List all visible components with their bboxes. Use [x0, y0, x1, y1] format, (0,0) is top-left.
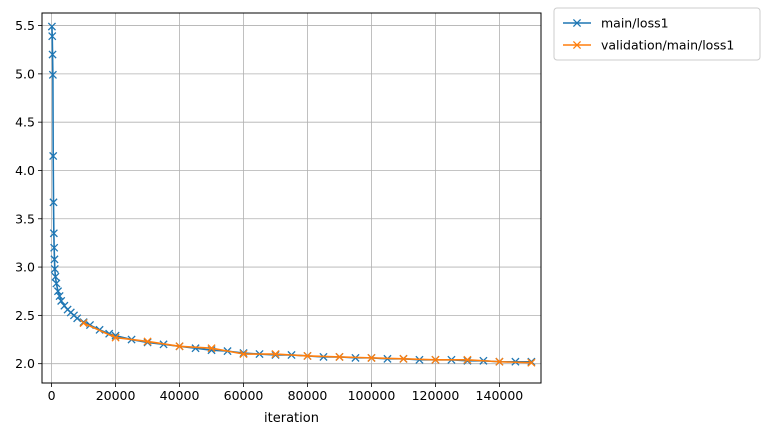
y-tick-label: 5.5	[15, 18, 35, 33]
data-point-marker	[49, 151, 58, 161]
y-tick-label: 3.5	[15, 211, 35, 226]
legend-label: validation/main/loss1	[601, 38, 734, 53]
data-point-marker	[49, 229, 58, 238]
data-point-marker	[191, 344, 200, 353]
data-point-marker	[239, 348, 248, 358]
data-point-marker	[52, 279, 61, 288]
data-point-marker	[239, 349, 248, 359]
y-tick-label: 5.0	[15, 66, 35, 81]
x-tick-label: 100000	[348, 388, 396, 403]
data-point-marker	[527, 358, 536, 367]
data-point-marker	[73, 314, 82, 323]
series-main-loss1	[47, 22, 536, 366]
legend-label: main/loss1	[601, 16, 669, 31]
x-tick-label: 0	[48, 388, 56, 403]
data-point-marker	[399, 354, 408, 363]
data-point-marker	[143, 338, 152, 347]
x-tick-label: 40000	[160, 388, 200, 403]
data-point-marker	[175, 342, 184, 351]
y-tick-label: 4.5	[15, 115, 35, 130]
data-point-marker	[463, 356, 472, 365]
data-point-marker	[48, 70, 57, 79]
y-tick-label: 3.0	[15, 260, 35, 275]
x-tick-label: 80000	[288, 388, 328, 403]
y-tick-label: 4.0	[15, 163, 35, 178]
legend-entry: main/loss1	[563, 16, 669, 31]
data-point-marker	[207, 344, 216, 353]
data-point-marker	[49, 198, 58, 207]
data-point-marker	[271, 349, 280, 359]
x-tick-label: 60000	[224, 388, 264, 403]
legend-marker	[572, 18, 582, 28]
data-point-marker	[50, 264, 59, 274]
grid-lines	[42, 13, 541, 383]
x-axis: 0 20000 40000 60000 80000 100000 120000 140000	[48, 383, 524, 403]
y-axis: 2.0 2.5 3.0 3.5 4.0 4.5 5.0 5.5	[15, 18, 42, 371]
data-point-marker	[495, 357, 504, 366]
x-tick-label: 120000	[412, 388, 460, 403]
data-point-marker	[335, 352, 344, 361]
data-point-marker	[57, 296, 66, 305]
series-layer	[47, 22, 536, 367]
legend: main/loss1 validation/main/loss1	[553, 7, 761, 61]
y-tick-label: 2.0	[15, 356, 35, 371]
data-point-marker	[463, 355, 472, 364]
data-point-marker	[47, 22, 56, 31]
data-point-marker	[55, 291, 64, 301]
data-point-marker	[271, 350, 280, 360]
data-point-marker	[51, 272, 60, 281]
data-point-marker	[50, 243, 59, 252]
series-line	[51, 26, 532, 363]
legend-box	[553, 7, 761, 61]
y-tick-label: 2.5	[15, 308, 35, 323]
data-point-marker	[48, 32, 57, 41]
data-point-marker	[48, 50, 57, 59]
x-tick-label: 140000	[476, 388, 524, 403]
data-point-marker	[111, 333, 120, 342]
x-tick-label: 20000	[96, 388, 136, 403]
data-point-marker	[79, 319, 88, 328]
legend-marker	[572, 40, 582, 50]
data-point-marker	[303, 351, 312, 361]
data-point-marker	[50, 255, 59, 264]
data-point-marker	[367, 353, 376, 362]
series-validation-main-loss1	[79, 319, 536, 367]
data-point-marker	[53, 287, 63, 296]
plot-area-frame	[41, 12, 542, 384]
legend-entry: validation/main/loss1	[563, 38, 734, 53]
data-point-marker	[143, 337, 152, 346]
x-axis-label: iteration	[264, 411, 319, 426]
data-point-marker	[527, 357, 536, 366]
data-point-marker	[431, 355, 440, 364]
